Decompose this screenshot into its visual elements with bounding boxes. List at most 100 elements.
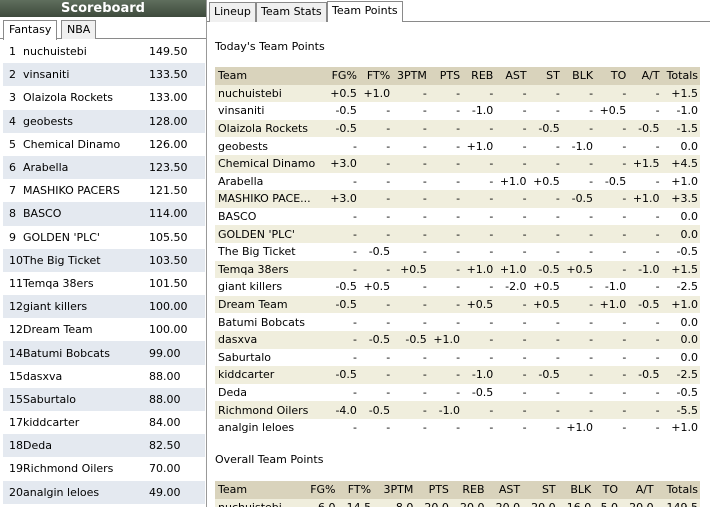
points-cell: - <box>428 190 463 208</box>
scoreboard-row[interactable]: 2 vinsaniti 133.50 <box>3 63 205 87</box>
team-score: 133.00 <box>149 91 188 105</box>
points-cell: 0.0 <box>661 330 700 349</box>
table-row: nuchuistebi6.014.58.020.020.020.020.016.… <box>215 498 700 507</box>
points-cell: - <box>428 366 463 384</box>
points-cell: - <box>595 260 629 279</box>
points-cell: - <box>456 139 461 153</box>
points-cell: - <box>386 350 391 364</box>
points-cell: - <box>622 421 627 435</box>
points-cell: - <box>325 330 359 349</box>
table-row: Arabella - - - - - +1.0 +0.5- -0.5- +1.0 <box>215 173 700 191</box>
rank: 10 <box>9 253 23 267</box>
scoreboard-row[interactable]: 15 dasxva 88.00 <box>3 365 205 388</box>
points-cell: - <box>495 330 529 349</box>
team-name: Arabella <box>23 161 69 175</box>
team-name: Chemical Dinamo <box>23 137 121 151</box>
team-cell: Saburtalo <box>218 350 272 364</box>
table-row: kiddcarter -0.5- - - -1.0- -0.5- - -0.5 -2.5 <box>215 366 700 384</box>
points-cell: -1.0 <box>676 104 698 118</box>
points-cell: -0.5 <box>628 295 662 314</box>
scoreboard-row[interactable]: 11 Temqa 38ers 101.50 <box>3 272 205 295</box>
team-name: MASHIKO PACERS <box>23 184 120 198</box>
points-cell: 8.0 <box>373 498 416 507</box>
points-cell: - <box>522 245 527 259</box>
points-cell: 0.0 <box>680 139 699 153</box>
points-cell: - <box>628 401 662 419</box>
points-cell: - <box>561 366 596 384</box>
points-cell: - <box>655 174 660 188</box>
points-cell: - <box>589 245 594 259</box>
scoreboard-row[interactable]: 4 geobests 128.00 <box>3 109 205 133</box>
points-cell: - <box>422 210 427 224</box>
points-cell: - <box>595 190 629 208</box>
scoreboard-row[interactable]: 18 Deda 82.50 <box>3 434 205 458</box>
points-cell: - <box>628 225 662 243</box>
points-cell: - <box>352 174 357 188</box>
points-cell: - <box>456 350 461 364</box>
column-header: FT% <box>337 481 374 499</box>
team-score: 101.50 <box>149 276 188 290</box>
points-cell: - <box>495 84 529 103</box>
points-cell: +1.5 <box>628 154 662 173</box>
points-cell: - <box>655 139 660 153</box>
points-cell: - <box>595 225 629 243</box>
tab-team-points[interactable]: Team Points <box>327 1 403 22</box>
scoreboard-row[interactable]: 20 analgin leloes 49.00 <box>3 480 205 504</box>
scoreboard-row[interactable]: 10 The Big Ticket 103.50 <box>3 248 205 272</box>
scoreboard-row[interactable]: 3 Olaizola Rockets 133.00 <box>3 86 205 109</box>
rank: 20 <box>9 485 23 499</box>
points-cell: - <box>495 154 529 173</box>
points-cell: - <box>352 245 357 259</box>
points-cell: - <box>489 174 494 188</box>
scoreboard-row[interactable]: 6 Arabella 123.50 <box>3 155 205 180</box>
team-cell: giant killers <box>218 280 283 294</box>
scoreboard-row[interactable]: 12 Dream Team 100.00 <box>3 318 205 341</box>
points-cell: -1.5 <box>661 119 700 138</box>
scoreboard-row[interactable]: 14 Batumi Bobcats 99.00 <box>3 341 205 365</box>
points-cell: - <box>555 350 560 364</box>
points-cell: - <box>392 225 429 243</box>
points-cell: - <box>561 225 596 243</box>
points-cell: - <box>422 280 427 294</box>
points-cell: +1.0 <box>495 260 529 279</box>
points-cell: - <box>528 225 562 243</box>
points-cell: - <box>358 119 393 138</box>
tab-team-stats[interactable]: Team Stats <box>256 2 327 22</box>
points-cell: +1.5 <box>661 260 700 279</box>
scoreboard-row[interactable]: 7 MASHIKO PACERS 121.50 <box>3 179 205 202</box>
column-header: Team <box>215 481 301 499</box>
scoreboard-row[interactable]: 15 Saburtalo 88.00 <box>3 387 205 411</box>
team-name: Saburtalo <box>23 392 77 406</box>
scoreboard-row[interactable]: 17 kiddcarter 84.00 <box>3 411 205 434</box>
points-cell: - <box>456 421 461 435</box>
points-cell: - <box>422 315 427 329</box>
points-cell: - <box>655 245 660 259</box>
team-cell: analgin leloes <box>218 421 295 435</box>
tab-fantasy[interactable]: Fantasy <box>3 20 58 40</box>
scoreboard-row[interactable]: 19 Richmond Oilers 70.00 <box>3 457 205 480</box>
points-cell: - <box>352 350 357 364</box>
scoreboard-title: Scoreboard <box>0 0 206 17</box>
points-cell: -0.5 <box>335 104 357 118</box>
table-row: analgin leloes - - - - - - - +1.0- - +1.0 <box>215 419 700 437</box>
team-score: 99.00 <box>149 346 181 360</box>
tab-lineup[interactable]: Lineup <box>209 2 256 22</box>
points-cell: - <box>428 225 463 243</box>
column-header: TO <box>593 481 621 499</box>
scoreboard-row[interactable]: 9 GOLDEN 'PLC' 105.50 <box>3 226 205 249</box>
points-cell: - <box>392 366 429 384</box>
rank: 15 <box>9 369 23 383</box>
tab-nba[interactable]: NBA <box>61 20 97 39</box>
points-cell: - <box>589 280 594 294</box>
scoreboard-row[interactable]: 5 Chemical Dinamo 126.00 <box>3 133 205 156</box>
team-score: 123.50 <box>149 161 188 175</box>
points-cell: - <box>528 154 562 173</box>
points-cell: - <box>358 295 393 314</box>
scoreboard-row[interactable]: 12 giant killers 100.00 <box>3 295 205 319</box>
scoreboard-row[interactable]: 1 nuchuistebi 149.50 <box>3 40 205 63</box>
points-cell: - <box>628 84 662 103</box>
column-header: 3PTM <box>373 481 416 499</box>
points-cell: +1.0 <box>358 84 393 103</box>
rank: 17 <box>9 416 23 430</box>
scoreboard-row[interactable]: 8 BASCO 114.00 <box>3 202 205 226</box>
